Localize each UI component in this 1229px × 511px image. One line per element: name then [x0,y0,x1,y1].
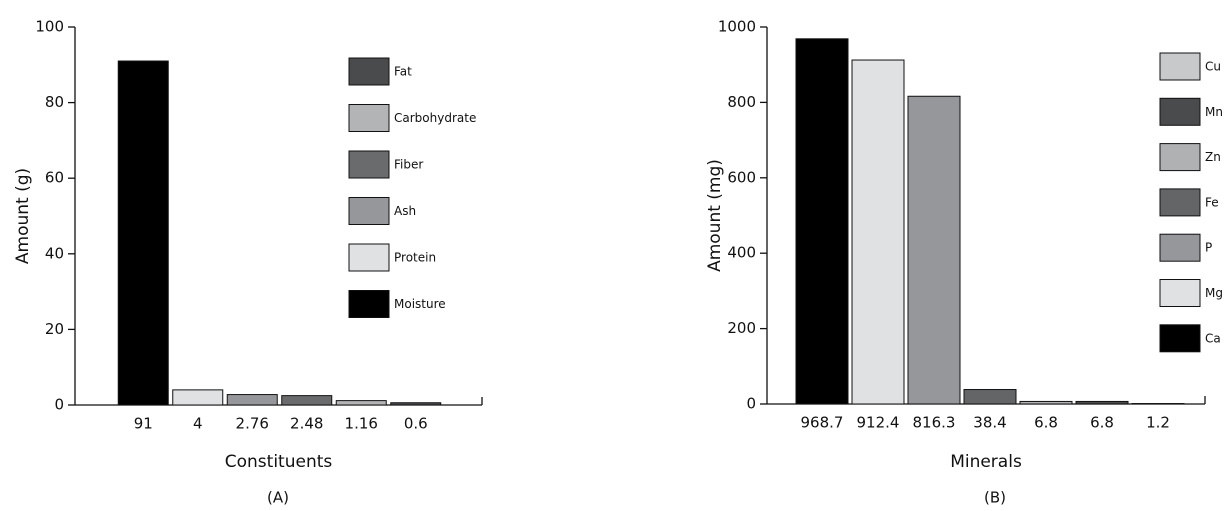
y-tick-label: 200 [727,319,756,337]
legend-label: Protein [394,251,436,265]
panel-label: (B) [984,489,1006,507]
x-tick-label: 2.76 [236,415,269,433]
y-axis-title: Amount (mg) [705,159,725,272]
bar [226,394,278,406]
legend-label: P [1205,241,1212,255]
legend-label: Moisture [394,297,446,311]
legend-swatch [348,57,390,86]
y-tick-label: 0 [746,395,756,413]
legend-swatch [1159,97,1201,126]
legend-label: Ca [1205,331,1221,345]
legend-swatch [1159,52,1201,81]
y-tick-label: 80 [45,93,64,111]
bar [795,38,849,405]
legend-label: Mg [1205,286,1223,300]
y-tick-label: 40 [45,244,64,262]
legend-swatch [1159,143,1201,172]
x-tick-label: 38.4 [973,414,1006,432]
x-tick-label: 1.2 [1146,414,1170,432]
x-tick-label: 0.6 [404,415,428,433]
legend-swatch [348,290,390,318]
legend-label: Mn [1205,105,1223,119]
legend-label: Cu [1205,60,1221,74]
x-tick-label: 912.4 [857,414,900,432]
legend-label: Ash [394,204,416,218]
bar [963,389,1017,405]
legend-label: Fat [394,65,412,79]
bar [907,95,961,405]
x-axis-title: Constituents [225,452,333,472]
legend-swatch [348,150,390,179]
legend-swatch [348,197,390,225]
bar [1075,400,1129,405]
bar [390,402,442,406]
y-axis-title: Amount (g) [13,168,33,264]
bar [117,60,169,406]
x-axis-title: Minerals [950,452,1022,472]
y-tick-label: 800 [727,93,756,111]
x-tick-label: 968.7 [801,414,844,432]
x-tick-label: 2.48 [290,415,323,433]
legend-swatch [1159,324,1201,353]
legend-swatch [348,104,390,132]
y-tick-label: 100 [35,18,64,36]
bar [851,59,905,405]
y-tick-label: 400 [727,244,756,262]
legend-label: Fe [1205,195,1219,209]
bar [1019,400,1073,405]
legend-label: Zn [1205,150,1221,164]
x-tick-label: 6.8 [1090,414,1114,432]
y-tick-label: 1000 [718,18,756,36]
bar [281,395,333,406]
x-tick-label: 4 [193,415,203,433]
x-tick-label: 816.3 [913,414,956,432]
x-tick-label: 6.8 [1034,414,1058,432]
legend-label: Carbohydrate [394,111,476,125]
x-tick-label: 1.16 [345,415,378,433]
legend-swatch [1159,233,1201,262]
legend-swatch [1159,188,1201,217]
y-tick-label: 0 [54,396,64,414]
x-tick-label: 91 [134,415,153,433]
legend-swatch [348,243,390,272]
bar [172,389,224,406]
y-tick-label: 60 [45,169,64,187]
panel-label: (A) [267,489,289,507]
y-tick-label: 600 [727,168,756,186]
bar [335,400,387,406]
y-tick-label: 20 [45,320,64,338]
legend-label: Fiber [394,158,423,172]
legend-swatch [1159,279,1201,307]
